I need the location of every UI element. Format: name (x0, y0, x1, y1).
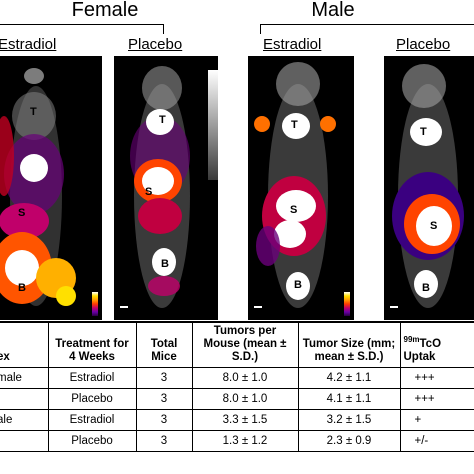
cell-treatment: Estradiol (48, 409, 137, 431)
cell-total: 3 (136, 409, 193, 431)
results-table: ex Treatment for 4 Weeks Total Mice Tumo… (0, 321, 474, 452)
organ-label-s: S (430, 220, 438, 232)
scan-panel-female-placebo: T S B (114, 56, 218, 320)
organ-label-t: T (420, 126, 427, 138)
header-sex: ex (0, 322, 49, 368)
scan-panel-male-estradiol: T S B (248, 56, 354, 320)
col-label-male-placebo: Placebo (396, 36, 451, 53)
organ-label-b: B (422, 282, 430, 294)
header-treatment: Treatment for 4 Weeks (48, 322, 137, 368)
scan-image (248, 56, 354, 320)
scan-image (114, 56, 218, 320)
scan-panel-female-estradiol: T S B (0, 56, 102, 320)
cell-size: 3.2 ± 1.5 (298, 409, 401, 431)
cell-size: 4.2 ± 1.1 (298, 367, 401, 389)
cell-sex (0, 388, 49, 410)
header-uptake: 99mTcO Uptak (400, 322, 474, 367)
organ-label-b: B (294, 279, 302, 291)
scale-marker (254, 306, 262, 308)
intensity-scale-bar (344, 292, 350, 316)
header-uptake-sup: 99m (403, 335, 420, 345)
group-label-male: Male (311, 0, 355, 21)
organ-label-s: S (18, 207, 26, 219)
organ-label-t: T (291, 119, 298, 131)
table-row: Placebo 3 8.0 ± 1.0 4.1 ± 1.1 +++ (0, 388, 474, 410)
scan-image (384, 56, 474, 320)
bracket-female (0, 24, 164, 34)
cell-tumors: 8.0 ± 1.0 (192, 388, 299, 410)
cell-uptake: +/- (414, 434, 429, 447)
cell-treatment: Placebo (48, 430, 137, 452)
organ-label-t: T (159, 114, 166, 126)
header-tumor-size: Tumor Size (mm; mean ± S.D.) (298, 322, 401, 368)
cell-total: 3 (136, 430, 193, 452)
intensity-scale-bar (208, 70, 218, 180)
scale-marker (390, 306, 398, 308)
cell-uptake: + (414, 413, 422, 426)
group-label-female: Female (71, 0, 139, 21)
scan-image (0, 56, 102, 320)
cell-sex (0, 430, 49, 452)
organ-label-s: S (290, 204, 298, 216)
cell-size: 2.3 ± 0.9 (298, 430, 401, 452)
organ-label-t: T (30, 106, 37, 118)
cell-uptake: +++ (414, 371, 435, 384)
cell-treatment: Estradiol (48, 367, 137, 389)
cell-sex: ale (0, 409, 49, 431)
cell-total: 3 (136, 367, 193, 389)
col-label-female-placebo: Placebo (128, 36, 183, 53)
intensity-scale-bar (92, 292, 98, 316)
cell-tumors: 8.0 ± 1.0 (192, 367, 299, 389)
cell-size: 4.1 ± 1.1 (298, 388, 401, 410)
organ-label-s: S (145, 186, 153, 198)
scale-marker (120, 306, 128, 308)
cell-sex: male (0, 367, 49, 389)
bracket-male (260, 24, 474, 34)
cell-tumors: 3.3 ± 1.5 (192, 409, 299, 431)
table-row: ale Estradiol 3 3.3 ± 1.5 3.2 ± 1.5 + (0, 409, 474, 431)
header-tumors-per-mouse: Tumors per Mouse (mean ± S.D.) (192, 322, 299, 368)
organ-label-b: B (161, 258, 169, 270)
header-total-mice: Total Mice (136, 322, 193, 368)
cell-treatment: Placebo (48, 388, 137, 410)
header-uptake-text2: Uptak (403, 351, 436, 364)
header-uptake-text: TcO (419, 338, 442, 351)
table-header-row: ex Treatment for 4 Weeks Total Mice Tumo… (0, 322, 474, 368)
col-label-male-estradiol: Estradiol (263, 36, 322, 53)
organ-label-b: B (18, 282, 26, 294)
cell-total: 3 (136, 388, 193, 410)
cell-tumors: 1.3 ± 1.2 (192, 430, 299, 452)
col-label-female-estradiol: Estradiol (0, 36, 57, 53)
table-row: Placebo 3 1.3 ± 1.2 2.3 ± 0.9 +/- (0, 430, 474, 452)
scan-panel-male-placebo: T S B (384, 56, 474, 320)
table-row: male Estradiol 3 8.0 ± 1.0 4.2 ± 1.1 +++ (0, 367, 474, 389)
cell-uptake: +++ (414, 392, 435, 405)
